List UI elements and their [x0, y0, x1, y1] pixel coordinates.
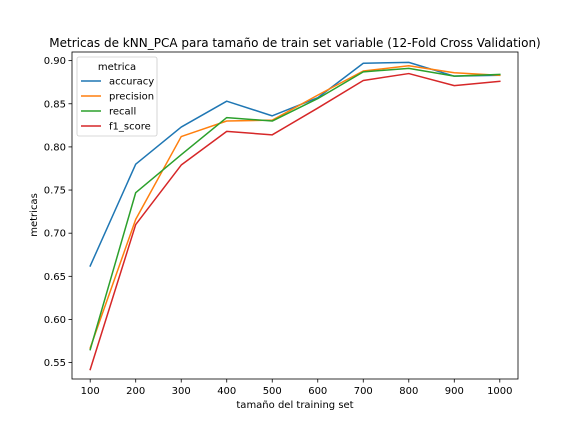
y-tick-label: 0.60 — [44, 315, 66, 326]
y-tick-label: 0.65 — [44, 272, 66, 283]
x-tick-label: 100 — [81, 386, 100, 397]
y-tick-label: 0.55 — [44, 358, 66, 369]
x-tick-label: 700 — [354, 386, 373, 397]
x-tick-label: 900 — [445, 386, 464, 397]
series-lines — [89, 61, 501, 371]
x-tick-label: 600 — [308, 386, 327, 397]
legend-label-recall: recall — [109, 107, 136, 118]
legend-box — [76, 56, 158, 137]
series-line-precision — [89, 65, 501, 349]
y-tick-label: 0.80 — [44, 142, 66, 153]
x-tick-label: 300 — [172, 386, 191, 397]
y-tick-label: 0.70 — [44, 229, 66, 240]
legend-label-f1-score: f1_score — [109, 122, 151, 133]
x-tick-label: 1000 — [487, 386, 512, 397]
chart-title: Metricas de kNN_PCA para tamaño de train… — [49, 36, 540, 50]
x-axis-label: tamaño del training set — [236, 400, 353, 411]
y-axis: 0.55 0.60 0.65 0.70 0.75 0.80 0.85 0.90 — [44, 56, 72, 369]
x-tick-label: 200 — [126, 386, 145, 397]
legend: metrica accuracy precision recall f1_score — [76, 56, 158, 137]
legend-title: metrica — [98, 62, 136, 73]
y-axis-label: metricas — [29, 193, 40, 237]
y-tick-label: 0.75 — [44, 186, 66, 197]
x-tick-label: 500 — [263, 386, 282, 397]
x-axis: 100 200 300 400 500 600 700 800 900 1000 — [81, 379, 513, 397]
x-tick-label: 400 — [217, 386, 236, 397]
axes-frame — [71, 51, 519, 380]
legend-label-accuracy: accuracy — [109, 77, 154, 88]
x-tick-label: 800 — [399, 386, 418, 397]
plot-area: 100 200 300 400 500 600 700 800 900 1000 0.55 0.60… — [44, 51, 519, 397]
series-line-f1-score — [89, 72, 501, 371]
series-line-recall — [89, 67, 501, 351]
y-tick-label: 0.90 — [44, 56, 66, 67]
y-tick-label: 0.85 — [44, 99, 66, 110]
legend-label-precision: precision — [109, 92, 154, 103]
